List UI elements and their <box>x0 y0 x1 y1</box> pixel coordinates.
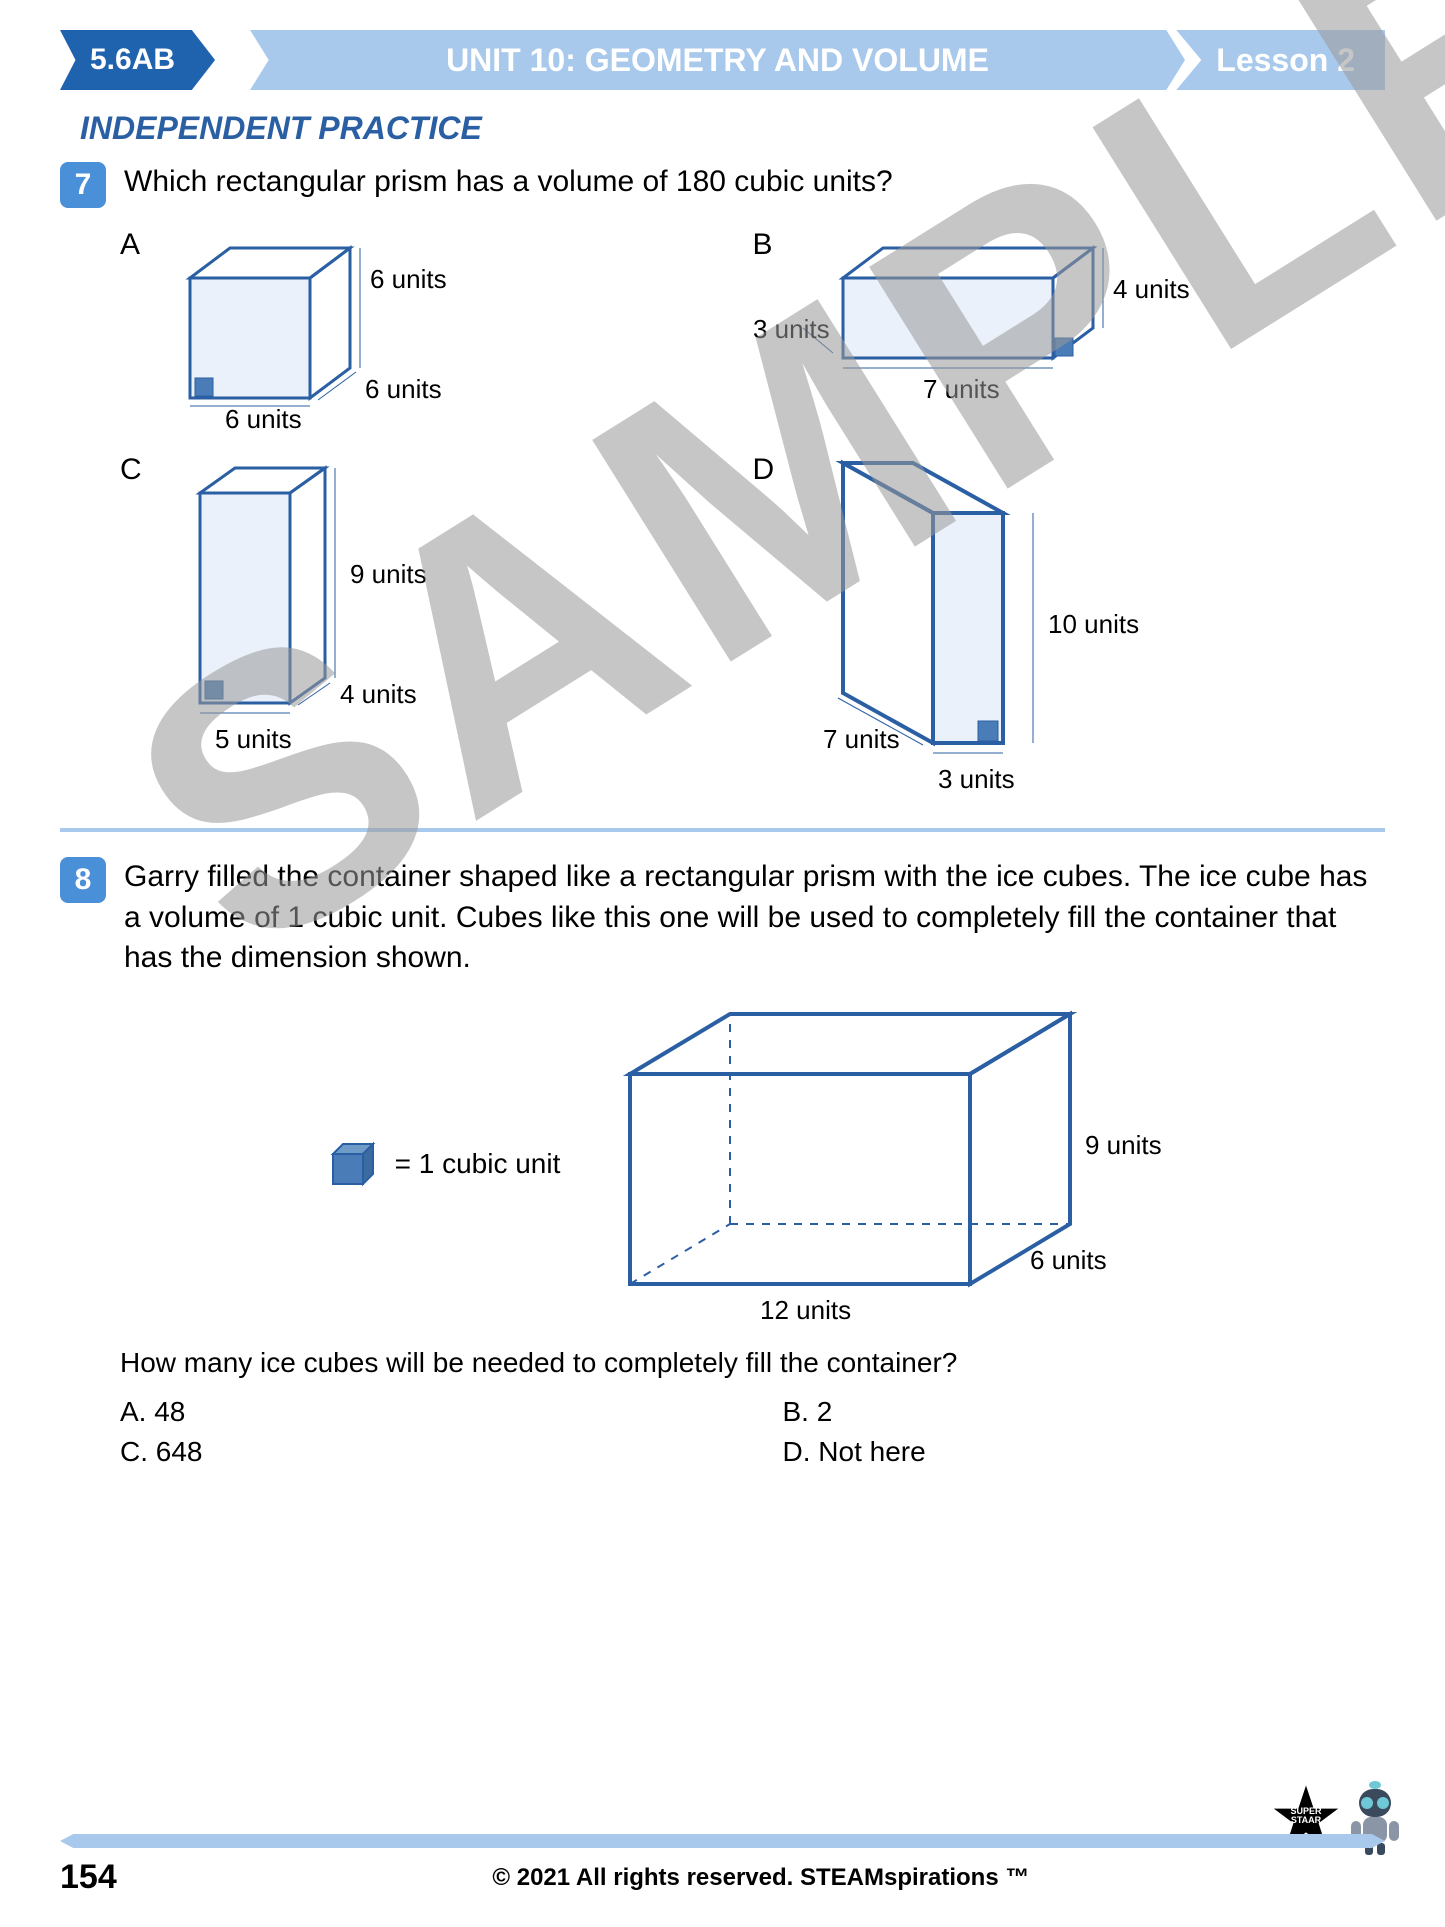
answer-choices: A. 48 B. 2 C. 648 D. Not here <box>120 1396 1385 1468</box>
option-label: D <box>753 453 783 487</box>
option-c[interactable]: C 9 units 4 units 5 u <box>120 453 713 798</box>
svg-text:12 units: 12 units <box>760 1295 851 1325</box>
footer-bar <box>60 1834 1385 1848</box>
svg-text:6 units: 6 units <box>225 404 302 434</box>
section-divider <box>60 828 1385 832</box>
answer-d[interactable]: D. Not here <box>783 1436 1386 1468</box>
prism-a-diagram: 6 units 6 units 6 units <box>170 228 450 428</box>
svg-text:3 units: 3 units <box>753 314 830 344</box>
question-8: 8 Garry filled the container shaped like… <box>60 857 1385 979</box>
question-number-badge: 7 <box>60 162 106 208</box>
unit-cube-icon <box>325 1139 380 1189</box>
svg-text:4 units: 4 units <box>340 679 417 709</box>
page-footer: 154 © 2021 All rights reserved. STEAMspi… <box>60 1834 1385 1897</box>
option-a[interactable]: A 6 units 6 units 6 u <box>120 228 713 433</box>
svg-text:9 units: 9 units <box>350 559 427 589</box>
svg-text:6 units: 6 units <box>1030 1245 1107 1275</box>
prism-d-diagram: 10 units 7 units 3 units <box>803 453 1163 793</box>
question-7: 7 Which rectangular prism has a volume o… <box>60 162 1385 208</box>
question-number-badge: 8 <box>60 857 106 903</box>
svg-text:3 units: 3 units <box>938 764 1015 794</box>
page-number: 154 <box>60 1858 117 1897</box>
standard-code: 5.6AB <box>60 30 215 90</box>
cube-legend: = 1 cubic unit <box>325 1139 561 1189</box>
option-b[interactable]: B 4 units 3 units 7 u <box>753 228 1346 433</box>
option-label: B <box>753 228 783 262</box>
prism-b-diagram: 4 units 3 units 7 units <box>803 228 1143 408</box>
header-banner: 5.6AB UNIT 10: GEOMETRY AND VOLUME Lesso… <box>60 30 1385 90</box>
question-text: Garry filled the container shaped like a… <box>124 857 1385 979</box>
svg-text:6 units: 6 units <box>365 374 442 404</box>
cube-legend-text: = 1 cubic unit <box>395 1148 561 1180</box>
container-diagram: 9 units 6 units 12 units <box>600 1004 1120 1324</box>
unit-title: UNIT 10: GEOMETRY AND VOLUME <box>250 30 1185 90</box>
question-text: Which rectangular prism has a volume of … <box>124 162 1385 203</box>
answer-c[interactable]: C. 648 <box>120 1436 723 1468</box>
star-text: SUPER STAAR <box>1289 1807 1324 1825</box>
copyright-text: © 2021 All rights reserved. STEAMspirati… <box>492 1864 1029 1892</box>
option-label: C <box>120 453 150 487</box>
lesson-label: Lesson 2 <box>1176 30 1385 90</box>
svg-text:7 units: 7 units <box>823 724 900 754</box>
svg-text:4 units: 4 units <box>1113 274 1190 304</box>
followup-text: How many ice cubes will be needed to com… <box>120 1344 1385 1382</box>
svg-text:5 units: 5 units <box>215 724 292 754</box>
svg-text:6 units: 6 units <box>370 264 447 294</box>
svg-text:10 units: 10 units <box>1048 609 1139 639</box>
answer-b[interactable]: B. 2 <box>783 1396 1386 1428</box>
option-d[interactable]: D 10 units 7 units 3 <box>753 453 1346 798</box>
answer-a[interactable]: A. 48 <box>120 1396 723 1428</box>
svg-text:7 units: 7 units <box>923 374 1000 404</box>
section-title: INDEPENDENT PRACTICE <box>80 110 1385 147</box>
prism-c-diagram: 9 units 4 units 5 units <box>170 453 450 753</box>
option-label: A <box>120 228 150 262</box>
svg-text:9 units: 9 units <box>1085 1130 1162 1160</box>
